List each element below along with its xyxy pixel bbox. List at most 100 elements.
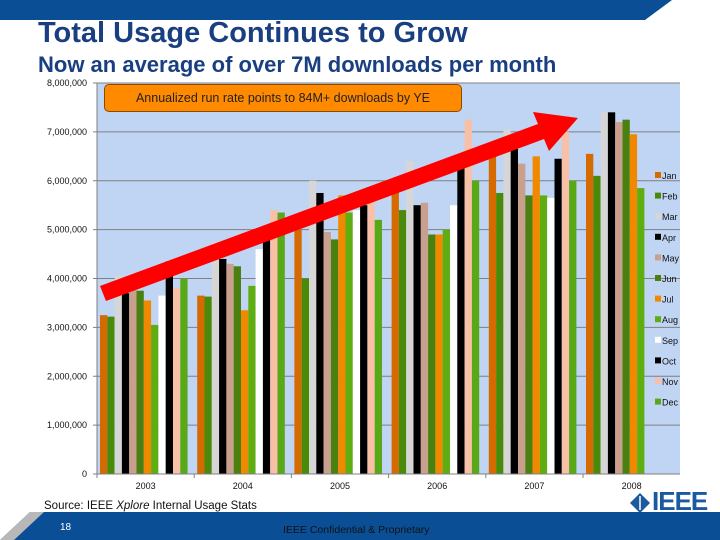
bar-mar-2007: [503, 129, 511, 474]
footer-banner: [0, 512, 720, 540]
y-tick-label: 1,000,000: [47, 420, 87, 430]
bar-may-2003: [129, 276, 137, 474]
bar-feb-2008: [593, 175, 601, 475]
bar-oct-2006: [457, 158, 465, 474]
legend-label-jan: Jan: [662, 171, 677, 181]
legend-label-aug: Aug: [662, 315, 678, 325]
bar-oct-2003: [165, 261, 173, 474]
bar-nov-2003: [173, 288, 181, 474]
bar-jun-2005: [330, 239, 339, 474]
legend-swatch-sep: [655, 336, 661, 343]
bar-jan-2006: [391, 188, 399, 475]
legend-label-jun: Jun: [662, 274, 677, 284]
top-banner: [0, 0, 672, 20]
bar-sep-2004: [255, 249, 263, 474]
bar-nov-2006: [464, 119, 472, 474]
y-tick-label: 6,000,000: [47, 176, 87, 186]
y-tick-label: 2,000,000: [47, 371, 87, 381]
bar-jan-2003: [100, 315, 108, 474]
y-tick-label: 3,000,000: [47, 322, 87, 332]
ieee-logo-icon: [630, 493, 650, 513]
legend-label-nov: Nov: [662, 377, 679, 387]
source-prefix: Source: IEEE: [44, 500, 117, 512]
legend-label-dec: Dec: [662, 398, 679, 408]
slide-title: Total Usage Continues to Grow: [38, 17, 468, 49]
legend-swatch-apr: [655, 233, 661, 240]
bar-apr-2007: [510, 148, 518, 474]
legend-label-sep: Sep: [662, 336, 678, 346]
bar-nov-2004: [270, 210, 278, 474]
bar-aug-2004: [248, 285, 256, 474]
bar-dec-2004: [277, 212, 285, 475]
confidential-notice: IEEE Confidential & Proprietary: [283, 524, 430, 536]
page-number: 18: [60, 522, 72, 533]
bar-jul-2004: [241, 310, 249, 474]
bar-jun-2003: [136, 290, 144, 474]
bar-apr-2005: [316, 192, 324, 474]
legend-swatch-feb: [655, 192, 661, 199]
callout-box: Annualized run rate points to 84M+ downl…: [104, 84, 462, 112]
bar-jul-2007: [532, 156, 540, 474]
bar-jan-2007: [488, 153, 497, 474]
legend-swatch-jun: [655, 275, 661, 281]
x-tick-label: 2003: [136, 481, 156, 491]
bar-feb-2004: [204, 296, 212, 474]
source-xplore: Xplore: [116, 500, 150, 512]
bar-dec-2007: [569, 180, 577, 474]
bar-nov-2005: [367, 188, 375, 475]
x-tick-label: 2007: [524, 481, 544, 491]
legend-label-jul: Jul: [662, 295, 674, 305]
bar-sep-2005: [352, 210, 361, 474]
bar-mar-2008: [600, 112, 608, 474]
bar-jun-2008: [622, 119, 630, 474]
growth-arrow: [100, 112, 578, 301]
bar-jun-2006: [428, 234, 436, 474]
legend-label-may: May: [662, 253, 680, 263]
bar-feb-2007: [496, 192, 504, 474]
bar-jul-2005: [338, 195, 346, 474]
x-tick-label: 2008: [622, 481, 642, 491]
y-tick-label: 4,000,000: [47, 274, 87, 284]
bar-aug-2007: [539, 195, 548, 474]
bar-may-2006: [420, 202, 429, 474]
bar-jul-2003: [143, 300, 152, 474]
legend-swatch-nov: [655, 378, 661, 384]
bar-feb-2006: [398, 210, 407, 474]
bar-sep-2003: [158, 295, 166, 474]
bar-nov-2007: [561, 131, 570, 474]
bar-sep-2006: [450, 205, 458, 474]
bar-mar-2005: [309, 180, 317, 474]
source-suffix: Internal Usage Stats: [149, 500, 257, 512]
bar-jan-2004: [197, 295, 205, 474]
bar-may-2004: [226, 263, 234, 474]
legend-label-mar: Mar: [662, 212, 678, 222]
bar-may-2005: [323, 232, 331, 474]
legend-label-apr: Apr: [662, 233, 676, 243]
x-tick-label: 2004: [233, 481, 253, 491]
bar-jan-2005: [294, 229, 302, 474]
legend-swatch-aug: [655, 316, 661, 323]
x-tick-label: 2006: [427, 481, 447, 491]
bar-dec-2006: [471, 180, 480, 474]
y-tick-label: 0: [82, 469, 87, 479]
bar-sep-2007: [547, 197, 555, 474]
legend-label-feb: Feb: [662, 192, 678, 202]
bar-aug-2008: [637, 188, 645, 475]
bar-jun-2007: [525, 195, 533, 474]
ieee-logo-text: IEEE: [652, 486, 708, 516]
source-note: Source: IEEE Xplore Internal Usage Stats: [44, 500, 257, 512]
bar-jul-2006: [435, 234, 443, 474]
bar-aug-2006: [442, 229, 450, 474]
legend-label-oct: Oct: [662, 356, 677, 366]
bar-jun-2004: [233, 266, 241, 474]
y-tick-label: 5,000,000: [47, 225, 87, 235]
slide-subtitle: Now an average of over 7M downloads per …: [38, 52, 557, 77]
y-tick-label: 8,000,000: [47, 78, 87, 88]
bar-mar-2003: [114, 276, 122, 474]
bar-jan-2008: [586, 153, 594, 474]
bar-apr-2003: [121, 293, 130, 474]
bar-dec-2003: [180, 278, 188, 474]
bar-feb-2005: [301, 278, 309, 474]
bar-aug-2005: [345, 212, 353, 475]
